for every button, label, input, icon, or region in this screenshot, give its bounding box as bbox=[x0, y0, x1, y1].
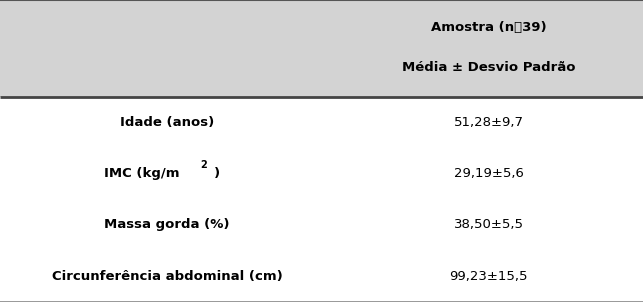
Text: Média ± Desvio Padrão: Média ± Desvio Padrão bbox=[402, 61, 575, 74]
Text: Amostra (n39): Amostra (n39) bbox=[431, 21, 547, 34]
Text: ): ) bbox=[214, 167, 221, 180]
Text: Massa gorda (%): Massa gorda (%) bbox=[104, 218, 230, 232]
Text: Idade (anos): Idade (anos) bbox=[120, 116, 214, 129]
Text: Circunferência abdominal (cm): Circunferência abdominal (cm) bbox=[52, 270, 282, 283]
Bar bbox=[0, 0, 643, 97]
Text: 51,28±9,7: 51,28±9,7 bbox=[454, 116, 523, 129]
Text: IMC (kg/m: IMC (kg/m bbox=[104, 167, 179, 180]
Text: 29,19±5,6: 29,19±5,6 bbox=[454, 167, 523, 180]
Text: 2: 2 bbox=[201, 160, 207, 171]
Text: 38,50±5,5: 38,50±5,5 bbox=[454, 218, 523, 232]
Text: 99,23±15,5: 99,23±15,5 bbox=[449, 270, 528, 283]
